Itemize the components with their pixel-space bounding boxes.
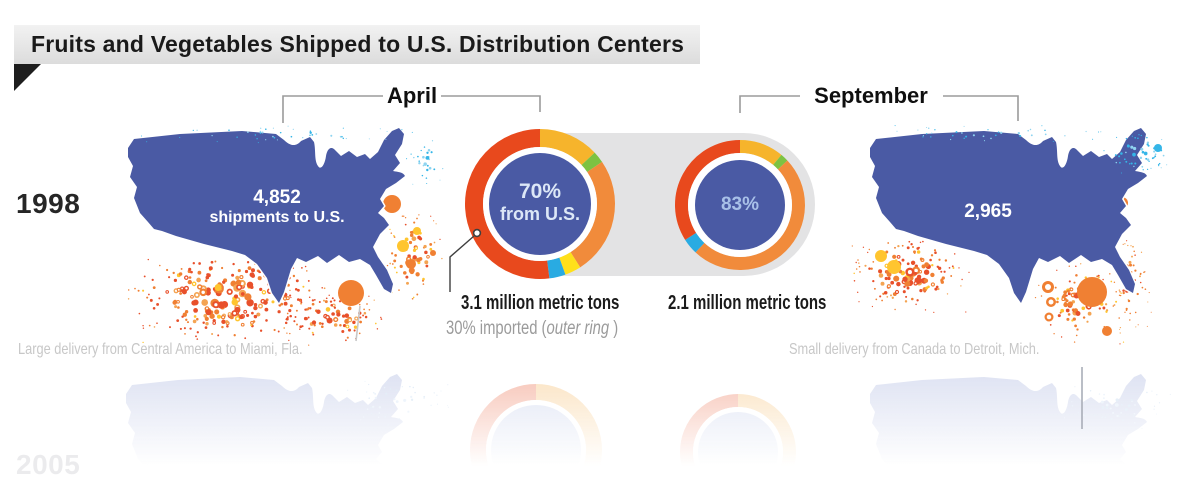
september-shipments-value: 2,965 [964, 201, 1012, 222]
leader-lines [355, 228, 1083, 429]
september-bracket-left [739, 95, 800, 113]
donut-september [675, 140, 805, 270]
donut-center-disc [695, 160, 785, 250]
detroit-annotation: Small delivery from Canada to Detroit, M… [789, 341, 1040, 358]
april-domestic-share-caption: from U.S. [499, 204, 581, 225]
april-domestic-share: 70% [518, 180, 562, 203]
imported-note-marker [472, 228, 482, 238]
month-brackets [282, 95, 1019, 123]
donut-segment-cyan [546, 257, 566, 279]
miami-annotation: Large delivery from Central America to M… [18, 341, 303, 358]
donut-segment-yellow [559, 252, 581, 275]
donut-segment-cyan [685, 232, 705, 253]
april-bracket-left [282, 95, 383, 123]
miami-annotation-leader-line [355, 305, 361, 342]
donut-segment-green [581, 152, 603, 173]
faded-dot-specks [347, 380, 1171, 430]
donut-segment-green [773, 154, 788, 170]
april-imported-note: 30% imported (outer ring ) [446, 318, 667, 340]
september-bracket-right [943, 95, 1019, 121]
september-map-label: 2,965 [964, 201, 1012, 223]
donut-center-disc [489, 153, 591, 255]
shipment-dot-clouds [127, 195, 1152, 346]
september-total-tons: 2.1 million metric tons [668, 292, 827, 314]
imported-note-suffix: ) [609, 318, 619, 339]
title-bar: Fruits and Vegetables Shipped to U.S. Di… [14, 25, 700, 64]
imported-note-outer-ring: outer ring [546, 318, 610, 339]
month-label-april: April [386, 83, 438, 108]
year-label: 1998 [16, 188, 81, 219]
faded-next-year-label: 2005 [16, 449, 81, 480]
donut-segment-gold [539, 129, 595, 166]
faded-map-left [126, 374, 403, 485]
september-donut-center-label: 83% [721, 194, 759, 216]
canada-dot-clouds [141, 125, 1168, 185]
april-bracket-right [441, 95, 541, 112]
donut-segment-orange [695, 160, 805, 270]
april-shipments-value: 4,852 [253, 187, 301, 208]
imported-note-leader-line [449, 235, 475, 292]
donut-segment-gold [739, 140, 782, 166]
donut-segment-orange [570, 161, 615, 268]
donut-charts [465, 129, 805, 279]
april-donut-center-label: 70% from U.S. [500, 180, 580, 225]
april-shipments-caption: shipments to U.S. [209, 208, 345, 226]
faded-next-row [126, 374, 1171, 485]
april-map-label: 4,852 shipments to U.S. [209, 187, 344, 227]
title-ribbon-fold-triangle [14, 63, 42, 91]
page-title: Fruits and Vegetables Shipped to U.S. Di… [31, 31, 685, 57]
faded-donuts [470, 384, 796, 485]
faded-map-right [870, 374, 1147, 485]
imported-note-prefix: 30% imported ( [446, 318, 547, 339]
donut-segment-red-orange [675, 140, 741, 240]
month-label-september: September [814, 83, 928, 108]
donut-segment-red-orange [465, 129, 550, 279]
september-domestic-share: 83% [720, 194, 760, 215]
april-total-tons: 3.1 million metric tons [461, 292, 620, 314]
donut-april [465, 129, 615, 279]
